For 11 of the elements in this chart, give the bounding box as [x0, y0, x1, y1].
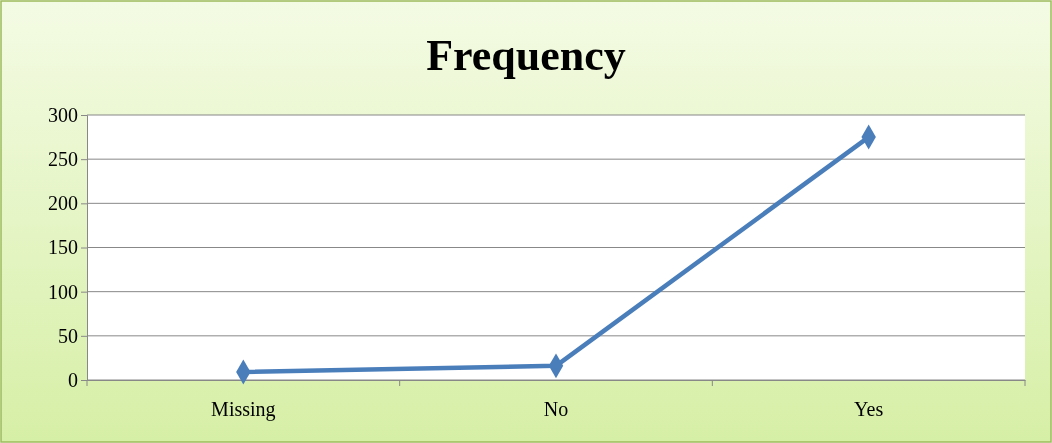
y-tick-label: 300 [48, 103, 78, 126]
y-tick-label: 100 [48, 280, 78, 303]
y-tick-label: 150 [48, 236, 78, 259]
x-tick-label: Missing [211, 398, 276, 422]
x-tick-label: No [543, 398, 569, 421]
y-tick-label: 250 [48, 148, 78, 171]
chart-title: Frequency [426, 31, 626, 80]
y-tick-label: 200 [48, 192, 78, 215]
y-tick-label: 50 [58, 324, 78, 347]
y-tick-label: 0 [68, 368, 78, 391]
x-tick-label: Yes [854, 398, 884, 421]
